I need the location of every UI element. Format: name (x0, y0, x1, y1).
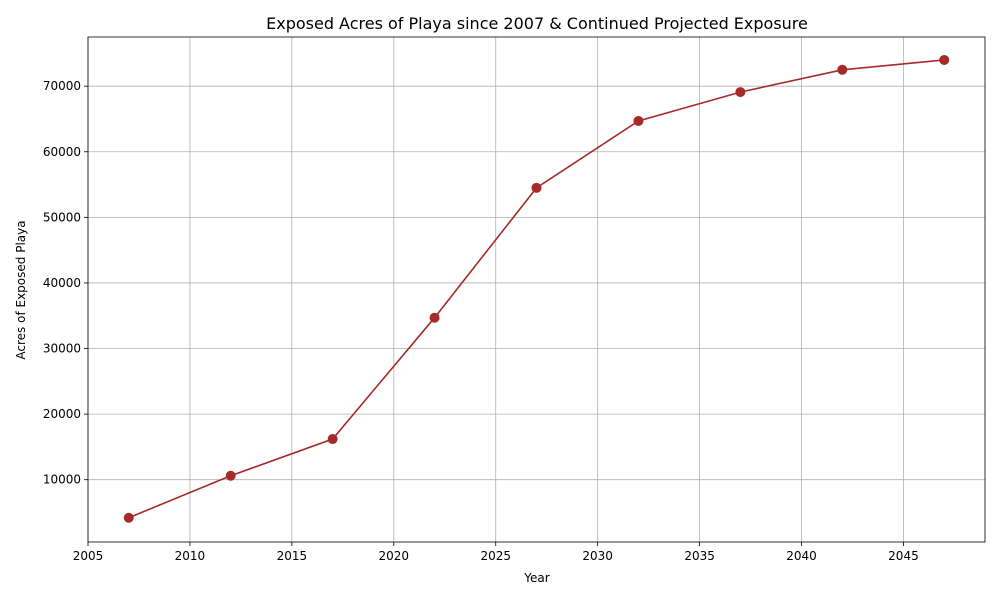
chart-title: Exposed Acres of Playa since 2007 & Cont… (266, 14, 808, 33)
grid (87, 37, 985, 542)
x-tick-label: 2015 (277, 549, 308, 563)
x-tick-label: 2025 (480, 549, 511, 563)
data-point (531, 182, 542, 193)
y-tick-label: 30000 (43, 342, 81, 356)
x-tick-label: 2045 (888, 549, 919, 563)
data-point (327, 434, 338, 445)
y-tick-label: 50000 (43, 210, 81, 224)
x-tick-label: 2030 (582, 549, 613, 563)
y-tick-label: 70000 (43, 79, 81, 93)
x-tick-label: 2035 (684, 549, 715, 563)
x-tick-label: 2005 (73, 549, 104, 563)
y-axis-label: Acres of Exposed Playa (14, 220, 28, 359)
x-tick-label: 2020 (379, 549, 410, 563)
data-point (837, 64, 848, 75)
y-tick-label: 20000 (43, 407, 81, 421)
plot-frame (87, 36, 986, 543)
data-point (429, 312, 440, 323)
data-point (939, 54, 950, 65)
y-tick-label: 40000 (43, 276, 81, 290)
data-point (225, 470, 236, 481)
x-tick-label: 2040 (786, 549, 817, 563)
data-point (123, 512, 134, 523)
ticks: 2005 2010 2015 2020 2025 2030 2035 2040 2045 1000… (43, 79, 919, 563)
x-axis-label: Year (523, 571, 549, 585)
data-point (735, 87, 746, 98)
y-tick-label: 10000 (43, 473, 81, 487)
y-tick-label: 60000 (43, 145, 81, 159)
x-tick-label: 2010 (175, 549, 206, 563)
series-layer (123, 54, 950, 523)
data-point (633, 115, 644, 126)
